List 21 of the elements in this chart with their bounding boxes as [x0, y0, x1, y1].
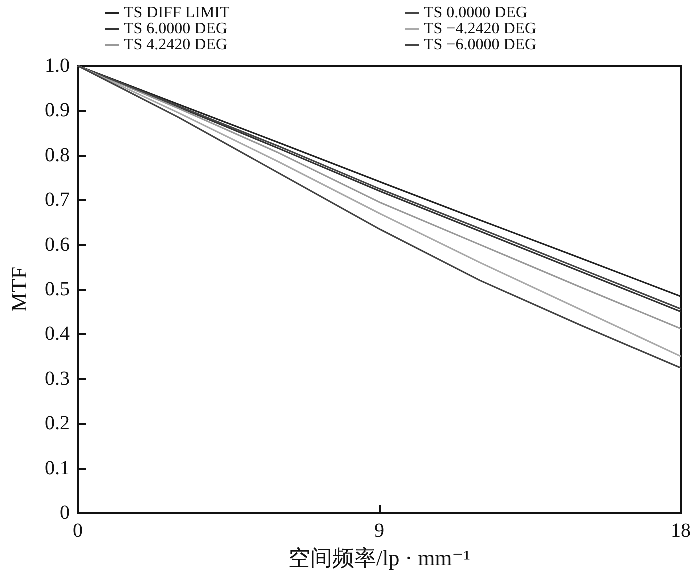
y-tick-label: 0.3 [45, 368, 70, 390]
y-tick-label: 0.1 [45, 457, 70, 480]
y-tick-label: 0.7 [45, 189, 70, 212]
legend-label: TS 4.2420 DEG [124, 36, 228, 54]
y-tick-label: 0.2 [45, 412, 70, 435]
legend-label: TS −4.2420 DEG [424, 20, 538, 38]
y-tick-label: 0.9 [45, 100, 70, 122]
x-tick-label: 18 [671, 520, 691, 542]
y-tick-label: 0.6 [45, 234, 70, 256]
x-tick-label: 9 [374, 520, 384, 542]
y-tick-label: 1.0 [45, 55, 70, 77]
y-tick-label: 0 [60, 502, 70, 524]
y-tick-label: 0.8 [45, 144, 70, 166]
legend-label: TS 6.0000 DEG [124, 20, 228, 38]
legend-label: TS 0.0000 DEG [424, 4, 528, 22]
legend-label: TS DIFF LIMIT [124, 4, 230, 22]
legend-label: TS −6.0000 DEG [424, 36, 538, 54]
y-tick-label: 0.5 [45, 278, 70, 300]
y-axis-title: MTF [6, 266, 32, 312]
y-tick-label: 0.4 [45, 323, 70, 346]
x-axis-title: 空间频率/lp · mm⁻¹ [288, 546, 470, 570]
